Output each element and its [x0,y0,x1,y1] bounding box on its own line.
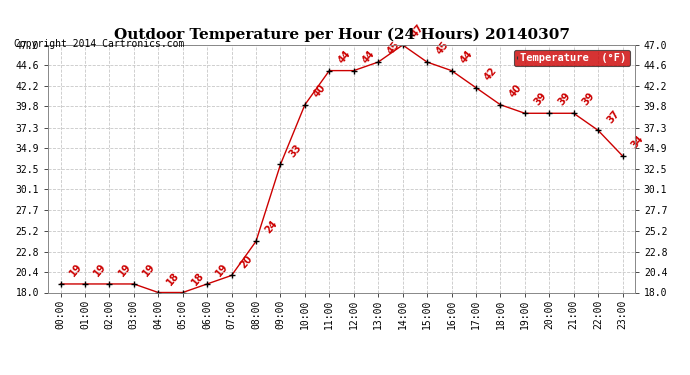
Text: 19: 19 [214,262,230,278]
Text: 45: 45 [434,40,451,57]
Text: 47: 47 [410,22,426,39]
Text: 44: 44 [458,48,475,65]
Text: 40: 40 [507,82,524,99]
Text: 19: 19 [117,262,132,278]
Text: 44: 44 [336,48,353,65]
Text: 20: 20 [239,253,255,270]
Text: 37: 37 [605,108,622,125]
Text: 44: 44 [361,48,377,65]
Text: 39: 39 [581,91,597,108]
Title: Outdoor Temperature per Hour (24 Hours) 20140307: Outdoor Temperature per Hour (24 Hours) … [114,28,569,42]
Text: 40: 40 [312,82,328,99]
Text: 18: 18 [190,270,206,287]
Text: 18: 18 [165,270,181,287]
Text: 19: 19 [92,262,108,278]
Text: 42: 42 [483,65,500,82]
Text: Copyright 2014 Cartronics.com: Copyright 2014 Cartronics.com [14,39,184,50]
Text: 24: 24 [263,219,279,236]
Text: 34: 34 [629,134,646,150]
Text: 19: 19 [141,262,157,278]
Text: 39: 39 [532,91,548,108]
Legend: Temperature  (°F): Temperature (°F) [514,50,629,66]
Text: 33: 33 [288,142,304,159]
Text: 39: 39 [556,91,573,108]
Text: 19: 19 [68,262,83,278]
Text: 45: 45 [385,40,402,57]
